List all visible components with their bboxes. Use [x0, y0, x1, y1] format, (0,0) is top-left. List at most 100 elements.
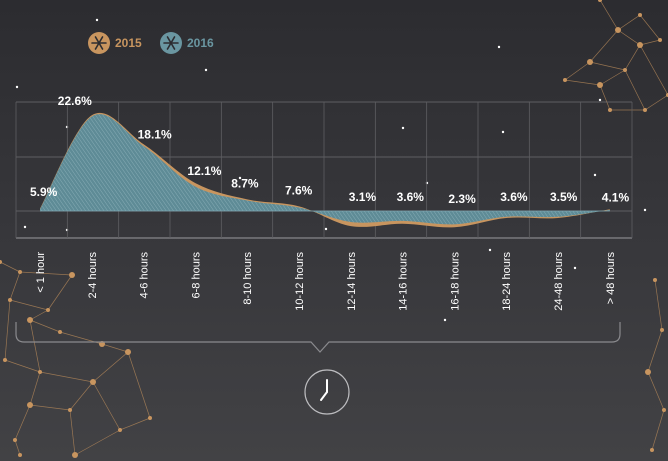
constellation-node: [58, 330, 62, 334]
x-axis-tick-labels: < 1 hour 2-4 hours 4-6 hours 6-8 hours 8-10 …: [35, 252, 617, 311]
snowflake-badge-icon: [88, 32, 110, 54]
constellation-line: [651, 409, 665, 451]
chart-series: [40, 112, 610, 228]
constellation-node: [38, 370, 42, 374]
constellation-node: [638, 13, 642, 17]
snowflake-badge-icon: [160, 32, 182, 54]
constellation-line: [29, 309, 49, 321]
star-dot: [501, 130, 505, 134]
star-dot: [443, 318, 447, 322]
x-tick-label: 14-16 hours: [398, 252, 410, 311]
star-dot: [401, 126, 405, 130]
constellation-line: [69, 409, 76, 456]
x-tick-label: 8-10 hours: [242, 252, 254, 305]
constellation-line: [127, 351, 151, 419]
constellation-line: [624, 69, 646, 111]
star-dot: [204, 68, 208, 72]
star-dot: [497, 45, 501, 49]
x-tick-label: < 1 hour: [35, 252, 47, 293]
constellation-line: [624, 44, 641, 71]
data-label: 18.1%: [138, 127, 172, 141]
constellation-node: [650, 448, 654, 452]
constellation-line: [39, 371, 94, 383]
constellation-line: [119, 417, 151, 431]
constellation-line: [29, 319, 61, 333]
data-label: 7.6%: [285, 183, 313, 197]
constellation-node: [3, 358, 7, 362]
constellation-node: [148, 416, 152, 420]
x-tick-label: > 48 hours: [605, 252, 617, 305]
data-label: 12.1%: [187, 164, 221, 178]
constellation-node: [18, 453, 22, 457]
constellation-node: [597, 82, 603, 88]
x-tick-label: 18-24 hours: [501, 252, 513, 311]
constellation-line: [644, 94, 668, 111]
x-tick-label: 16-18 hours: [449, 252, 461, 311]
constellation-line: [14, 404, 31, 441]
constellation-node: [660, 328, 664, 332]
x-tick-label: 4-6 hours: [139, 252, 151, 299]
constellation-line: [564, 61, 591, 81]
constellation-line: [617, 14, 641, 31]
constellation-node: [662, 408, 666, 412]
constellation-line: [589, 29, 619, 63]
constellation-node: [653, 278, 657, 282]
constellation-node: [125, 349, 131, 355]
star-dot: [488, 248, 492, 252]
legend: 2015 2016: [88, 32, 214, 54]
constellation-line: [92, 381, 121, 431]
star-dot: [238, 176, 242, 180]
data-label: 3.6%: [397, 190, 425, 204]
constellation-node: [587, 59, 593, 65]
constellation-node: [615, 27, 621, 33]
constellation-line: [69, 381, 94, 411]
data-labels: 5.9% 22.6% 18.1% 12.1% 8.7% 7.6% 3.1% 3.6% 2.3% 3…: [30, 94, 629, 206]
data-label: 2.3%: [448, 192, 476, 206]
constellation-node: [645, 369, 651, 375]
legend-label-2015: 2015: [115, 36, 142, 50]
constellation-line: [599, 0, 619, 31]
legend-item-2016: 2016: [160, 32, 214, 54]
data-label: 3.6%: [500, 190, 528, 204]
constellation-node: [118, 428, 122, 432]
star-dot: [573, 266, 577, 270]
constellation-line: [564, 79, 601, 86]
constellation-node: [643, 108, 647, 112]
x-tick-label: 2-4 hours: [87, 252, 99, 299]
constellation-line: [639, 14, 661, 41]
constellation-node: [27, 317, 33, 323]
constellation-node: [69, 272, 75, 278]
constellation-node: [27, 402, 33, 408]
star-dot: [95, 18, 99, 22]
constellation-line: [599, 69, 626, 86]
x-tick-label: 6-8 hours: [190, 252, 202, 299]
constellation-line: [4, 359, 41, 373]
star-dot: [593, 173, 597, 177]
clock-icon: [304, 369, 350, 415]
constellation-line: [0, 261, 21, 273]
constellation-line: [4, 299, 11, 361]
constellation-line: [599, 84, 611, 111]
constellation-line: [654, 279, 663, 331]
axis-bracket: [15, 322, 621, 353]
data-label: 4.1%: [602, 190, 630, 204]
constellation-line: [101, 343, 129, 353]
legend-label-2016: 2016: [187, 36, 214, 50]
constellation-line: [47, 274, 73, 311]
data-label: 3.1%: [349, 190, 377, 204]
constellation-node: [0, 260, 2, 264]
constellation-node: [563, 78, 567, 82]
constellation-node: [608, 108, 612, 112]
star-dot: [643, 208, 647, 212]
constellation-line: [74, 429, 121, 456]
constellation-line: [589, 61, 626, 71]
constellation-line: [647, 329, 663, 373]
constellation-node: [658, 38, 662, 42]
star-dot: [598, 98, 602, 102]
constellation-line: [647, 371, 665, 411]
x-tick-label: 10-12 hours: [294, 252, 306, 311]
x-tick-label: 24-48 hours: [553, 252, 565, 311]
constellation-line: [617, 29, 641, 46]
series-area-2016: [40, 114, 610, 225]
